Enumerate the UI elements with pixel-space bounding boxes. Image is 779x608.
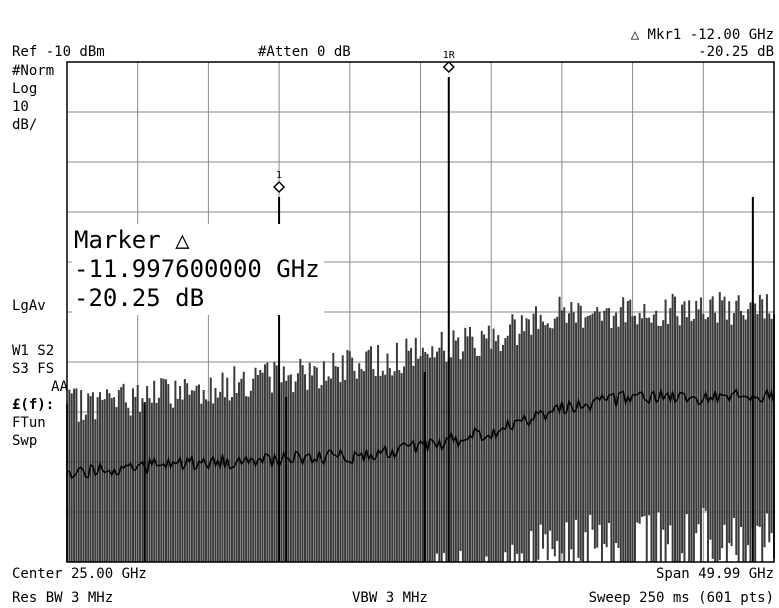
marker-readout: Marker △ -11.997600000 GHz -20.25 dB bbox=[72, 224, 324, 315]
delta-marker-frequency: △ Mkr1 -12.00 GHz bbox=[630, 27, 774, 43]
average-trace bbox=[67, 387, 775, 480]
plot-frame bbox=[66, 61, 775, 563]
marker-readout-frequency: -11.997600000 GHz bbox=[74, 255, 320, 283]
sweep-mode: Swp bbox=[12, 433, 38, 449]
spectrum-spikes bbox=[143, 77, 754, 562]
ref-level: Ref -10 dBm bbox=[12, 44, 105, 60]
video-bandwidth: VBW 3 MHz bbox=[352, 590, 428, 606]
marker-label: 1 bbox=[276, 170, 282, 181]
trace-state-1: W1 S2 bbox=[12, 343, 55, 359]
freq-function: £(f): bbox=[12, 397, 55, 413]
marker-readout-title: Marker △ bbox=[74, 226, 190, 254]
trace-state-3: AA bbox=[51, 379, 68, 395]
resolution-bandwidth: Res BW 3 MHz bbox=[12, 590, 114, 606]
ftun-label: FTun bbox=[12, 415, 46, 431]
scale-type: Log bbox=[12, 81, 38, 97]
center-frequency: Center 25.00 GHz bbox=[12, 566, 147, 582]
marker-diamond-icon bbox=[442, 60, 455, 74]
markers-layer: 1 1R bbox=[273, 50, 456, 194]
scale-unit: dB/ bbox=[12, 117, 38, 133]
averaging-type: LgAv bbox=[12, 298, 46, 314]
marker-label: 1R bbox=[443, 50, 456, 61]
marker-readout-amplitude: -20.25 dB bbox=[74, 284, 205, 312]
delta-marker-amplitude: -20.25 dB bbox=[698, 44, 774, 60]
sweep-time: Sweep 250 ms (601 pts) bbox=[588, 590, 774, 606]
scale-value: 10 bbox=[12, 99, 29, 115]
detector-norm: #Norm bbox=[12, 63, 55, 79]
trace-state-2: S3 FS bbox=[12, 361, 55, 377]
frequency-span: Span 49.99 GHz bbox=[655, 566, 774, 582]
marker-diamond-icon bbox=[273, 180, 286, 194]
spectrum-trace-area bbox=[66, 292, 775, 562]
attenuation: #Atten 0 dB bbox=[258, 44, 351, 60]
